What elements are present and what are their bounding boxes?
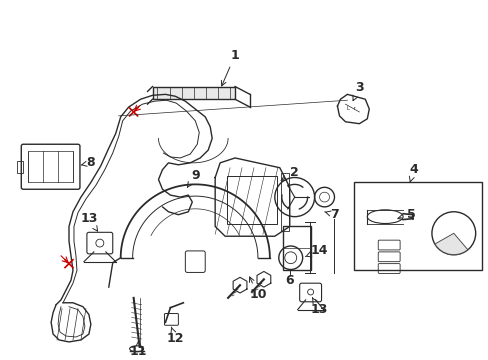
Text: 4: 4 — [408, 163, 418, 182]
Bar — [28, 151, 73, 183]
Text: 13: 13 — [80, 212, 98, 231]
Bar — [280, 173, 288, 231]
Text: 13: 13 — [310, 298, 327, 316]
Text: 9: 9 — [187, 169, 199, 187]
Text: 1: 1 — [221, 49, 239, 86]
Text: 14: 14 — [305, 244, 327, 257]
Bar — [17, 161, 23, 173]
Bar — [152, 86, 235, 99]
Text: 5: 5 — [397, 208, 415, 221]
Text: L  r: L r — [346, 106, 355, 111]
Text: 6: 6 — [334, 276, 335, 277]
Bar — [354, 183, 481, 270]
Text: 10: 10 — [249, 277, 266, 301]
Text: 7: 7 — [324, 208, 338, 221]
Wedge shape — [434, 233, 467, 255]
Text: 6: 6 — [285, 274, 293, 287]
Text: 8: 8 — [81, 156, 95, 169]
Text: 2: 2 — [281, 166, 299, 180]
Text: 3: 3 — [352, 81, 363, 101]
Bar — [282, 226, 310, 270]
Bar — [226, 176, 276, 225]
Text: 11: 11 — [130, 341, 147, 358]
Text: 12: 12 — [166, 327, 184, 346]
